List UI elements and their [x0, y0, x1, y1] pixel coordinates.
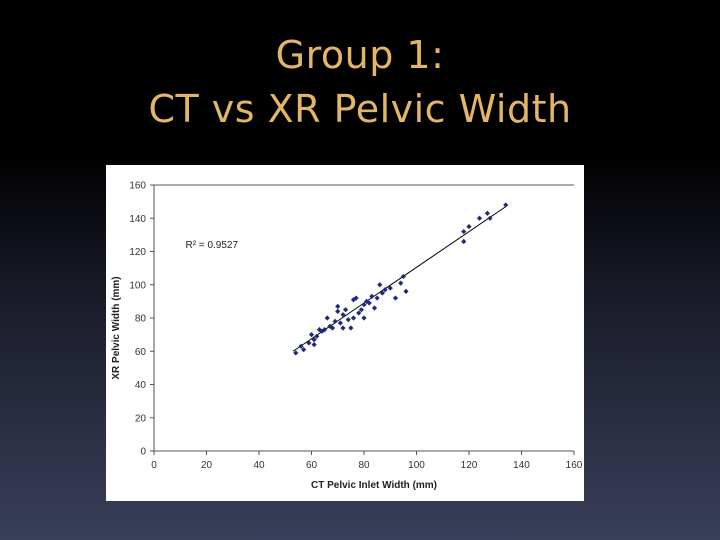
data-point — [350, 315, 357, 321]
y-tick-label: 40 — [135, 380, 147, 391]
data-point — [314, 333, 320, 339]
x-tick-label: 0 — [151, 460, 157, 471]
y-axis-ticks: 0 20 40 60 80 100 120 140 160 — [129, 181, 154, 458]
data-point — [358, 307, 364, 313]
data-point — [332, 318, 338, 324]
data-point — [466, 223, 472, 230]
data-point — [374, 295, 380, 301]
data-point — [387, 285, 393, 291]
data-point — [298, 343, 304, 349]
y-tick-label: 160 — [129, 181, 146, 192]
data-point — [356, 310, 362, 316]
data-point — [335, 308, 341, 314]
x-tick-label: 100 — [408, 460, 425, 471]
data-point — [392, 295, 399, 301]
data-point — [379, 290, 385, 296]
data-point — [308, 332, 315, 338]
x-axis-ticks: 0 20 40 60 80 100 120 140 160 — [151, 451, 583, 471]
data-point — [335, 303, 341, 309]
data-point — [293, 350, 299, 356]
data-point — [361, 315, 367, 321]
data-point — [343, 307, 349, 313]
data-point — [487, 215, 493, 221]
data-point — [348, 325, 354, 331]
chart-svg: 0 20 40 60 80 100 120 140 160 0 20 40 60 80 100 120 140… — [106, 165, 584, 501]
data-point — [377, 282, 383, 288]
data-point — [340, 325, 346, 331]
data-point — [311, 342, 317, 348]
data-point — [345, 317, 351, 323]
data-point — [322, 327, 328, 333]
x-tick-label: 80 — [358, 460, 370, 471]
x-tick-label: 40 — [253, 460, 265, 471]
x-tick-label: 140 — [513, 460, 530, 471]
x-axis-label: CT Pelvic Inlet Width (mm) — [311, 480, 437, 491]
data-point — [400, 273, 406, 280]
data-point — [311, 337, 317, 343]
y-tick-label: 80 — [135, 314, 147, 325]
y-axis-label: XR Pelvic Width (mm) — [111, 276, 122, 379]
y-tick-label: 140 — [129, 214, 146, 225]
y-tick-label: 60 — [135, 347, 147, 358]
data-points — [293, 202, 509, 356]
x-tick-label: 160 — [566, 460, 583, 471]
data-point — [337, 320, 343, 326]
data-point — [461, 238, 467, 245]
x-tick-label: 20 — [201, 460, 213, 471]
data-point — [369, 293, 375, 299]
data-point — [350, 297, 357, 303]
y-tick-label: 20 — [135, 413, 147, 424]
slide-title: Group 1: CT vs XR Pelvic Width — [0, 28, 720, 136]
y-tick-label: 120 — [129, 247, 146, 258]
y-tick-label: 0 — [140, 447, 146, 458]
data-point — [484, 210, 490, 216]
x-tick-label: 60 — [306, 460, 318, 471]
data-point — [503, 202, 509, 208]
scatter-chart: 0 20 40 60 80 100 120 140 160 0 20 40 60 80 100 120 140… — [106, 165, 584, 501]
data-point — [476, 215, 483, 221]
y-tick-label: 100 — [129, 280, 146, 291]
data-point — [324, 315, 330, 321]
data-point — [301, 346, 307, 353]
data-point — [353, 295, 359, 301]
title-line-2: CT vs XR Pelvic Width — [148, 87, 572, 131]
data-point — [329, 325, 336, 331]
r-squared-label: R² = 0.9527 — [186, 240, 239, 251]
x-tick-label: 120 — [461, 460, 478, 471]
data-point — [361, 302, 367, 308]
data-point — [306, 340, 312, 346]
title-line-1: Group 1: — [275, 33, 445, 77]
data-point — [461, 228, 467, 235]
data-point — [382, 287, 388, 293]
data-point — [340, 312, 346, 318]
chart-background — [106, 165, 584, 501]
